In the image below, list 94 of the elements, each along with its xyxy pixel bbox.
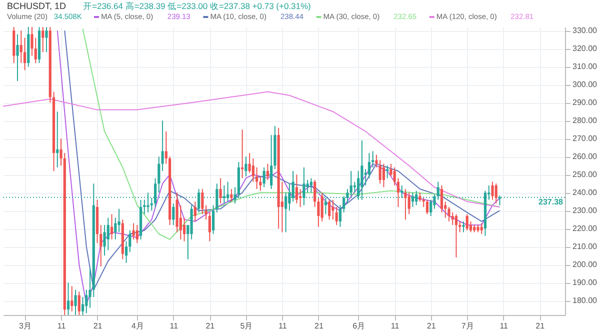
y-tick-label: 260.00 — [572, 152, 598, 162]
x-tick-label: 11 — [170, 322, 179, 330]
candlestick — [136, 224, 138, 244]
x-tick-label: 21 — [206, 322, 216, 330]
candlestick — [270, 134, 273, 190]
candlestick — [451, 212, 454, 226]
candlestick — [81, 296, 84, 315]
candlestick — [324, 198, 327, 215]
candlestick — [182, 217, 186, 242]
candlestick — [494, 183, 498, 204]
x-tick-label: 11 — [390, 322, 400, 330]
candlestick — [20, 30, 22, 64]
x-tick-label: 3月 — [19, 322, 32, 330]
y-tick-label: 290.00 — [572, 98, 598, 108]
candlestick — [295, 174, 298, 204]
candlestick — [454, 214, 458, 258]
x-tick-label: 11 — [278, 322, 288, 330]
x-tick-label: 5月 — [240, 322, 253, 330]
candlestick — [310, 178, 312, 194]
candlestick — [440, 184, 444, 213]
x-tick-label: 4月 — [131, 322, 144, 330]
candlestick — [426, 199, 429, 215]
candlestick — [372, 150, 374, 168]
candlestick — [378, 160, 382, 184]
x-tick-label: 21 — [426, 322, 436, 330]
candlestick — [332, 199, 334, 220]
x-tick-label: 21 — [314, 322, 324, 330]
candlestick — [23, 37, 26, 71]
y-tick-label: 180.00 — [572, 296, 598, 306]
candlestick — [78, 291, 80, 315]
candlestick — [408, 192, 410, 215]
y-tick-label: 190.00 — [572, 278, 598, 288]
candlestick — [132, 222, 135, 240]
candlestick — [368, 152, 371, 179]
y-tick-label: 230.00 — [572, 206, 598, 216]
candlestick — [266, 163, 269, 180]
y-tick-label: 300.00 — [572, 80, 598, 90]
x-tick-label: 21 — [536, 322, 546, 330]
candlestick — [74, 289, 77, 315]
candlestick — [219, 178, 222, 204]
candlestick — [382, 163, 386, 188]
candlestick — [256, 166, 258, 190]
line-series — [3, 91, 500, 208]
candlestick — [70, 286, 74, 312]
y-tick-label: 280.00 — [572, 116, 598, 126]
x-tick-label: 6月 — [352, 322, 366, 330]
text: 开=236.64 高=238.39 低=233.00 收=237.38 +0.73 (+0.31%) — [83, 1, 312, 11]
candlestick — [462, 220, 465, 233]
candlestick — [172, 202, 175, 226]
y-tick-label: 270.00 — [572, 134, 598, 144]
candlestick — [466, 214, 468, 231]
candlestick — [66, 282, 70, 315]
candlestick — [114, 217, 117, 240]
candlestick — [16, 34, 19, 82]
y-tick-label: 210.00 — [572, 242, 598, 252]
candlestick — [386, 165, 389, 179]
candlestick — [106, 217, 110, 251]
candlestick — [458, 220, 462, 233]
candlestick — [85, 289, 88, 314]
y-tick-label: 220.00 — [572, 224, 598, 234]
candlestick — [338, 204, 342, 228]
x-tick-label: 11 — [500, 322, 509, 330]
candlestick — [491, 181, 494, 200]
candlestick — [208, 212, 211, 242]
candlestick — [230, 188, 233, 202]
y-tick-label: 200.00 — [572, 260, 598, 270]
ref-line-label: 237.38 — [538, 197, 564, 206]
candlestick — [335, 206, 338, 226]
x-tick-label: 7月 — [461, 322, 474, 330]
candlestick — [164, 130, 168, 164]
candlestick — [56, 111, 59, 168]
candlestick — [299, 188, 302, 208]
y-tick-label: 250.00 — [572, 170, 598, 180]
candlestick — [328, 199, 331, 220]
candlestick — [252, 158, 254, 182]
candlestick — [262, 166, 266, 188]
candlestick — [110, 214, 114, 240]
candlestick — [320, 192, 324, 222]
candlestick — [45, 27, 48, 53]
candlestick — [480, 222, 483, 234]
candlestick — [430, 199, 432, 216]
candlestick — [194, 201, 196, 222]
y-tick-label: 310.00 — [572, 62, 598, 72]
candlestick — [42, 27, 44, 53]
chart-title: BCHUSDT, 1D — [7, 1, 67, 11]
candlestick — [34, 37, 37, 64]
candlestick — [404, 188, 407, 220]
y-tick-label: 320.00 — [572, 44, 598, 54]
y-tick-label: 240.00 — [572, 188, 598, 198]
x-tick-label: 21 — [93, 322, 103, 330]
y-tick-label: 330.00 — [572, 26, 598, 36]
x-tick-label: 11 — [57, 322, 66, 330]
candlestick — [201, 188, 204, 215]
candlestick — [244, 156, 248, 177]
